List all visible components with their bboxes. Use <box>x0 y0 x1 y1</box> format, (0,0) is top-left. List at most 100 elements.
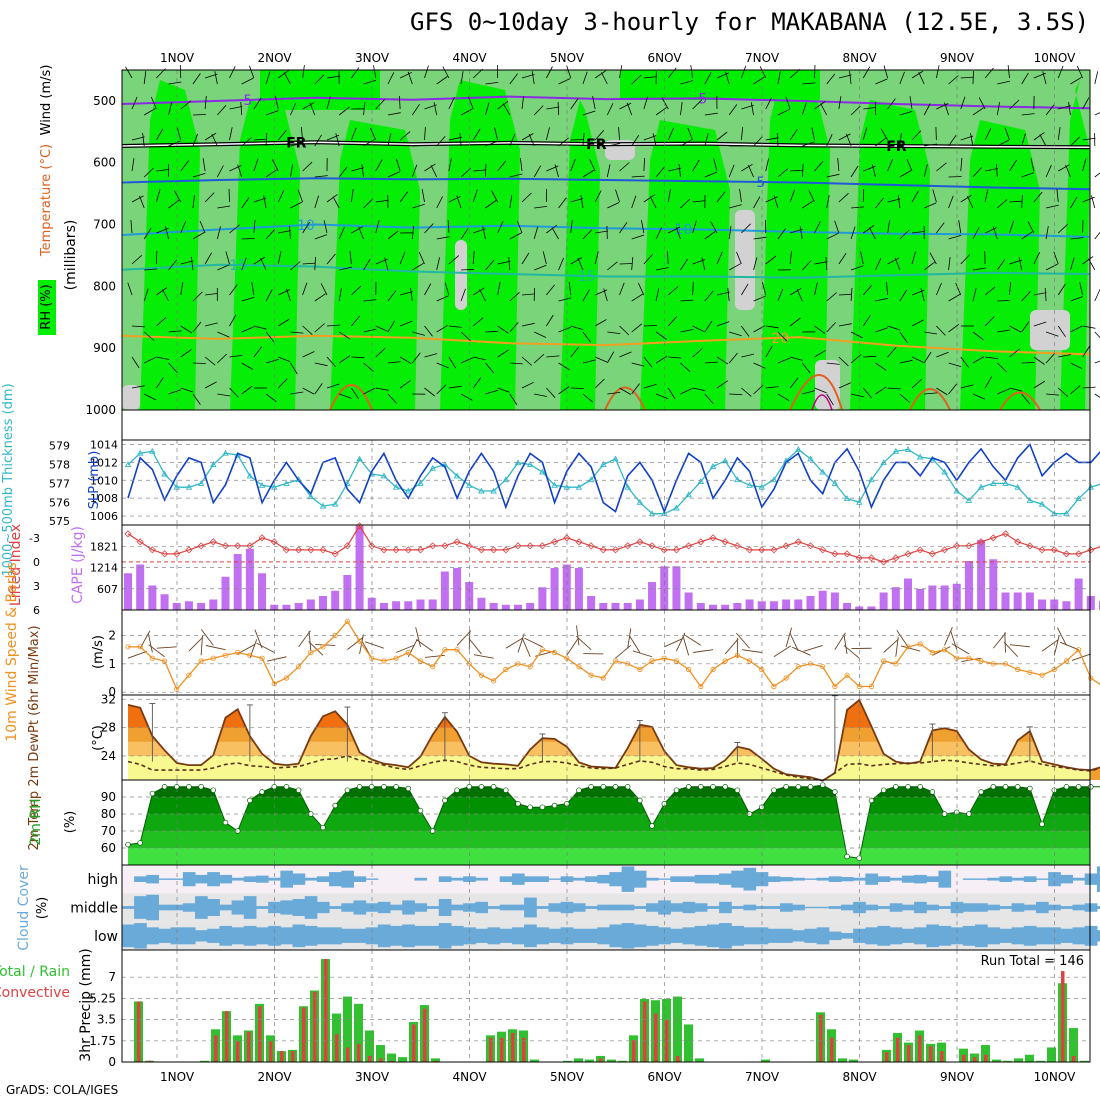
wind-barb <box>863 355 877 358</box>
rh-point <box>612 784 619 790</box>
wind-barb <box>850 354 862 364</box>
wind-barb <box>214 71 218 85</box>
lifted-index-point <box>550 538 559 546</box>
cloud-bar-low <box>170 927 184 945</box>
cloud-bar-low <box>1072 927 1086 945</box>
cape-bar <box>635 599 644 610</box>
wind-barb <box>384 257 389 271</box>
wind-barb <box>826 393 834 406</box>
precip-total-bar <box>684 1024 693 1062</box>
wind-barb <box>460 393 473 401</box>
wind-barb <box>863 107 877 110</box>
wind-barb <box>265 132 268 147</box>
wind-barb <box>472 317 484 327</box>
cloud-bar-high <box>914 874 927 884</box>
wind-speed-point <box>381 658 387 664</box>
wind-barb <box>570 139 584 141</box>
wind-barb <box>631 234 645 240</box>
wind-barb <box>1094 71 1099 85</box>
cape-bar <box>964 561 973 610</box>
wind-barb <box>728 352 738 364</box>
wind-speed-point <box>686 666 692 673</box>
wind-barb <box>350 189 354 203</box>
wind-barb <box>533 226 539 240</box>
wind-barb-10m <box>473 654 494 659</box>
temperature-contour-25 <box>789 374 843 411</box>
precip-total-bar <box>585 1059 594 1062</box>
wind-barb <box>765 137 779 141</box>
thickness-point <box>185 483 193 490</box>
contour-label: 15 <box>229 258 247 274</box>
thickness-point <box>551 481 558 488</box>
wind-unit-label: (m/s) <box>91 635 106 669</box>
wind-barb <box>286 288 291 302</box>
cape-bar <box>221 576 230 610</box>
wind-barb <box>1070 296 1083 302</box>
wind-barb <box>1094 288 1100 302</box>
wind-barb <box>192 195 195 209</box>
cloud-bar-low <box>962 925 976 946</box>
wind-barb <box>1070 196 1078 209</box>
rh-point <box>320 824 326 831</box>
rh-band <box>128 848 1090 865</box>
precip-total-bar <box>376 1045 385 1062</box>
wind-barb <box>314 74 325 85</box>
wind-barb <box>592 96 596 110</box>
wind-barb <box>929 252 937 265</box>
wind-barb <box>277 378 288 389</box>
wind-barb <box>875 327 888 333</box>
wind-barb <box>241 297 255 302</box>
wind-barb <box>789 317 801 327</box>
cloud-bar-low <box>450 925 464 946</box>
wind-speed-point <box>941 647 948 653</box>
wind-barb <box>472 128 481 141</box>
wind-barb <box>955 282 962 296</box>
cloud-bar-middle <box>621 904 635 911</box>
cape-bar <box>1050 599 1059 610</box>
wind-barb <box>143 108 156 116</box>
cape-bar <box>416 599 425 610</box>
wind-barb <box>509 232 522 240</box>
cape-bar <box>867 606 876 610</box>
wind-barb <box>936 325 946 336</box>
wind-barb-10m <box>843 634 848 654</box>
lifted-index-point <box>148 546 156 554</box>
wind-barb-10m <box>1009 644 1030 648</box>
wind-barb <box>753 236 767 240</box>
cloud-bar-low <box>877 925 891 946</box>
thickness-point <box>575 483 583 490</box>
cloud-bar-low <box>743 927 757 945</box>
wind-barb <box>191 257 194 271</box>
lifted-index-point <box>502 546 510 554</box>
wind-barb <box>180 160 189 172</box>
wind-barb <box>667 387 676 400</box>
cloud-bar-high <box>767 876 781 882</box>
wind-speed-point <box>612 658 619 664</box>
wind-barb <box>607 202 620 209</box>
wind-barb <box>680 80 694 85</box>
thickness-point <box>916 453 924 460</box>
wind-barb <box>326 324 341 327</box>
wind-barb <box>1058 105 1071 110</box>
wind-barb <box>351 67 360 79</box>
contour-label: FR <box>286 136 307 152</box>
cloud-unit-label: (%) <box>35 897 50 920</box>
wind-barb <box>667 127 674 141</box>
precip-convective-bar <box>522 1037 526 1062</box>
wind-barb <box>339 266 352 271</box>
wind-barb <box>899 133 902 147</box>
wind-barb <box>692 159 700 172</box>
thickness-point <box>953 487 961 494</box>
wind-speed-point <box>259 655 265 661</box>
wind-barb <box>692 348 703 358</box>
rh-point <box>198 784 204 790</box>
cloud-bar-middle <box>121 906 135 909</box>
wind-barb <box>582 229 593 240</box>
lifted-index-point <box>672 546 681 554</box>
wind-barb <box>424 283 432 296</box>
cape-bar <box>453 568 462 610</box>
wind-barb <box>326 75 340 79</box>
lifted-index-point <box>1014 538 1022 546</box>
precip-convective-bar <box>258 1006 262 1062</box>
wind-barb <box>1082 325 1096 329</box>
